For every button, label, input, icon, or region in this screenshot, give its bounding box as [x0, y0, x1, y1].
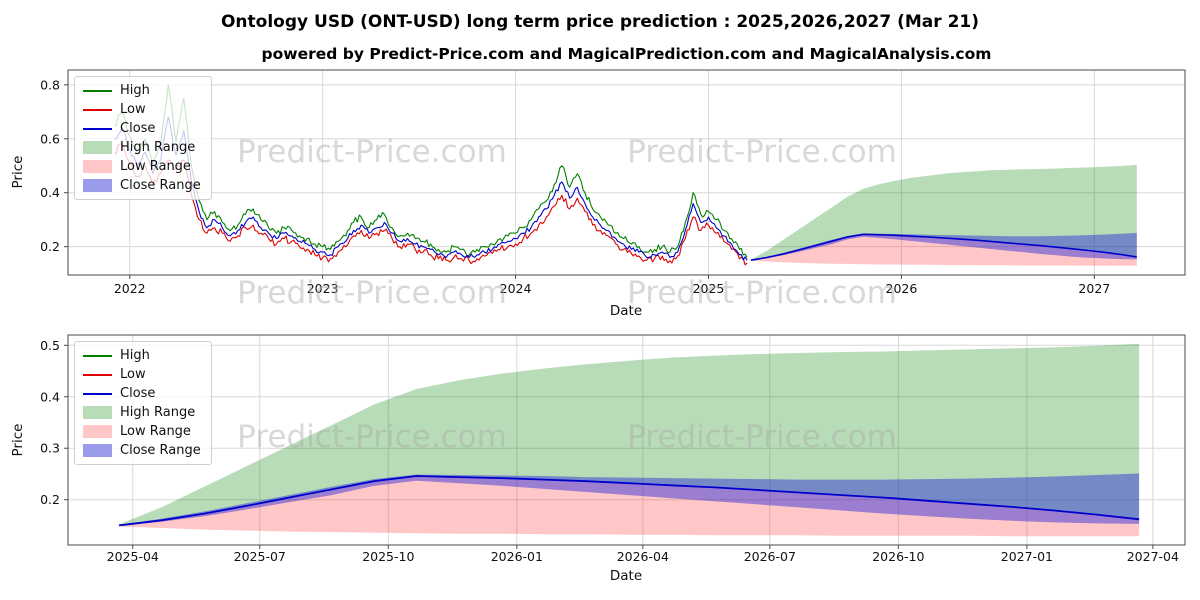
legend-item-low-range: Low Range: [83, 423, 201, 440]
legend-label: Low: [120, 367, 146, 382]
svg-text:2026-10: 2026-10: [872, 549, 924, 564]
legend-label: Low: [120, 102, 146, 117]
legend-item-high-range: High Range: [83, 404, 201, 421]
svg-text:2026: 2026: [886, 281, 918, 296]
close-range-area: [119, 473, 1140, 526]
close-forecast-line: [750, 233, 1137, 261]
legend-line-swatch: [83, 354, 112, 357]
svg-text:2025-04: 2025-04: [107, 549, 159, 564]
svg-text:2025: 2025: [693, 281, 725, 296]
low-range-area: [119, 476, 1140, 537]
legend-label: High: [120, 348, 150, 363]
svg-text:0.3: 0.3: [40, 441, 60, 456]
watermark: Predict-Price.com: [237, 275, 507, 311]
legend-item-low: Low: [83, 366, 201, 383]
top-chart-legend: High Low Close High Range Low Range Close Ran…: [74, 76, 212, 200]
legend-item-close: Close: [83, 120, 201, 137]
watermark: Predict-Price.com: [237, 419, 507, 455]
legend-label: Close: [120, 386, 156, 401]
legend-label: Low Range: [120, 159, 191, 174]
legend-item-close-range: Close Range: [83, 177, 201, 194]
svg-text:2027: 2027: [1078, 281, 1110, 296]
legend-line-swatch: [83, 373, 112, 376]
svg-text:2025-10: 2025-10: [362, 549, 414, 564]
legend-label: High Range: [120, 405, 196, 420]
page-title: Ontology USD (ONT-USD) long term price p…: [220, 12, 980, 32]
svg-text:2025-07: 2025-07: [234, 549, 286, 564]
legend-patch-swatch: [83, 425, 112, 438]
svg-text:2027-04: 2027-04: [1127, 549, 1179, 564]
close-history-line: [114, 116, 748, 261]
svg-text:2026-04: 2026-04: [617, 549, 669, 564]
legend-patch-swatch: [83, 179, 112, 192]
watermark: Predict-Price.com: [627, 419, 897, 455]
legend-patch-swatch: [83, 406, 112, 419]
legend-label: Close: [120, 121, 156, 136]
svg-text:0.4: 0.4: [40, 389, 60, 404]
legend-item-close: Close: [83, 385, 201, 402]
svg-text:2026-07: 2026-07: [744, 549, 796, 564]
close-range-area: [750, 232, 1137, 261]
svg-text:Date: Date: [610, 568, 642, 584]
legend-label: High Range: [120, 140, 196, 155]
page-subtitle: powered by Predict-Price.com and Magical…: [261, 45, 992, 63]
svg-text:Date: Date: [610, 303, 642, 319]
low-history-line: [113, 143, 748, 266]
watermark: Predict-Price.com: [627, 134, 897, 170]
top-chart: 2022 2023 2024 2025 2026 2027 0.2 0.4 0.6 0.8 Date…: [10, 69, 1186, 319]
svg-text:2026-01: 2026-01: [491, 549, 543, 564]
watermark: Predict-Price.com: [627, 275, 897, 311]
svg-text:0.2: 0.2: [40, 239, 60, 254]
close-forecast-line: [118, 475, 1140, 527]
legend-item-low: Low: [83, 101, 201, 118]
legend-patch-swatch: [83, 141, 112, 154]
legend-line-swatch: [83, 89, 112, 92]
legend-label: High: [120, 83, 150, 98]
svg-text:2027-01: 2027-01: [1001, 549, 1053, 564]
legend-item-close-range: Close Range: [83, 442, 201, 459]
legend-line-swatch: [83, 108, 112, 111]
svg-text:2023: 2023: [307, 281, 339, 296]
legend-item-high: High: [83, 347, 201, 364]
bottom-chart: 2025-04 2025-07 2025-10 2026-01 2026-04 2026-…: [10, 334, 1186, 584]
svg-text:0.8: 0.8: [40, 77, 60, 92]
svg-text:0.6: 0.6: [40, 131, 60, 146]
svg-text:2022: 2022: [114, 281, 146, 296]
legend-label: Close Range: [120, 443, 201, 458]
bottom-chart-legend: High Low Close High Range Low Range Close Ran…: [74, 341, 212, 465]
legend-patch-swatch: [83, 160, 112, 173]
high-range-area: [119, 343, 1140, 526]
legend-label: Low Range: [120, 424, 191, 439]
watermark: Predict-Price.com: [237, 134, 507, 170]
legend-line-swatch: [83, 127, 112, 130]
legend-item-low-range: Low Range: [83, 158, 201, 175]
svg-text:Price: Price: [10, 424, 26, 457]
svg-text:Price: Price: [10, 156, 26, 189]
legend-item-high-range: High Range: [83, 139, 201, 156]
svg-text:0.4: 0.4: [40, 185, 60, 200]
legend-patch-swatch: [83, 444, 112, 457]
legend-item-high: High: [83, 82, 201, 99]
legend-label: Close Range: [120, 178, 201, 193]
legend-line-swatch: [83, 392, 112, 395]
svg-text:0.2: 0.2: [40, 492, 60, 507]
low-range-area: [750, 234, 1137, 266]
svg-text:0.5: 0.5: [40, 338, 60, 353]
svg-text:2024: 2024: [500, 281, 532, 296]
